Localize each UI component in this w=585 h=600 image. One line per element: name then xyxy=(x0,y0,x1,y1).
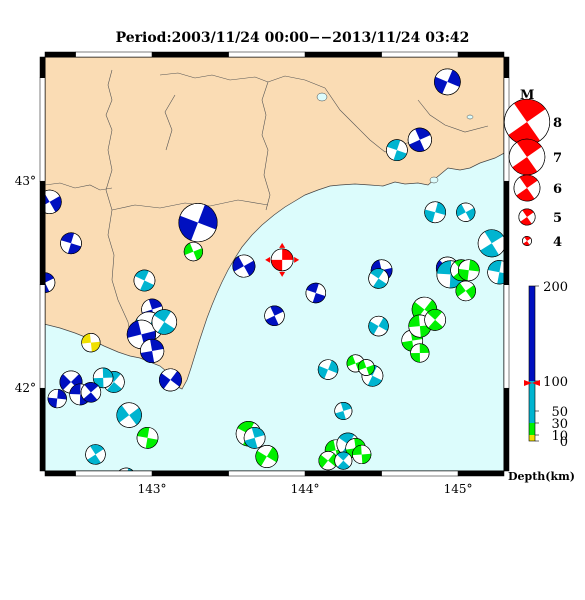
event-mechanism xyxy=(47,388,67,409)
magnitude-legend-symbol xyxy=(513,174,541,202)
mainshock-marker xyxy=(265,242,300,277)
event-mechanism xyxy=(140,338,165,364)
latitude-tick-label: 43° xyxy=(15,174,36,188)
event-mechanism xyxy=(151,309,178,335)
depth-colour-segment xyxy=(529,423,535,435)
event-mechanism xyxy=(368,268,389,289)
depth-colour-segment xyxy=(529,286,535,381)
lake xyxy=(316,92,328,102)
event-mechanism xyxy=(410,343,430,363)
magnitude-legend-symbol xyxy=(518,208,536,226)
magnitude-legend-symbol xyxy=(503,98,551,146)
event-mechanism xyxy=(45,189,62,214)
depth-colour-segment xyxy=(529,435,535,441)
event-mechanism xyxy=(457,259,480,282)
event-mechanism xyxy=(232,254,256,278)
event-mechanism xyxy=(424,309,446,331)
event-mechanism xyxy=(455,280,476,302)
event-mechanism xyxy=(477,229,504,258)
event-mechanism xyxy=(357,359,375,376)
depth-tick-label: 10 xyxy=(551,429,568,444)
depth-tick-label: 0 xyxy=(560,435,568,450)
latitude-tick-label: 42° xyxy=(15,381,36,395)
depth-colour-segment xyxy=(529,381,535,423)
lake xyxy=(429,176,439,184)
event-mechanism xyxy=(136,427,159,449)
magnitude-legend-label: 5 xyxy=(553,211,562,226)
event-mechanism xyxy=(60,232,82,255)
mainshock-mechanism xyxy=(270,248,294,272)
pressure-axis-marker xyxy=(279,271,286,277)
event-mechanism xyxy=(81,333,101,353)
event-mechanism xyxy=(264,305,285,326)
magnitude-legend-label: 6 xyxy=(553,182,562,197)
axis-labels: 143° 144° 145° 43° 42° xyxy=(15,174,473,496)
event-mechanism xyxy=(183,241,204,262)
event-mechanism xyxy=(85,444,106,465)
event-mechanism xyxy=(386,139,408,161)
mainshock-depth-marker xyxy=(524,380,532,386)
event-mechanism xyxy=(317,359,339,380)
event-mechanism xyxy=(92,367,114,389)
longitude-tick-label: 144° xyxy=(291,482,320,496)
magnitude-legend-label: 8 xyxy=(553,116,562,131)
event-mechanism xyxy=(368,315,389,337)
depth-tick-label: 30 xyxy=(551,417,568,432)
lake xyxy=(466,114,474,120)
pressure-axis-marker xyxy=(294,256,300,263)
map-title: Period:2003/11/24 00:00−−2013/11/24 03:4… xyxy=(115,30,470,46)
event-mechanism xyxy=(334,451,353,470)
magnitude-legend-symbol xyxy=(522,236,532,246)
event-mechanism xyxy=(334,401,353,420)
depth-tick-label: 200 xyxy=(543,280,568,295)
depth-legend-label: Depth(km) xyxy=(508,470,575,483)
mainshock-depth-marker xyxy=(532,380,540,386)
longitude-tick-label: 143° xyxy=(138,482,167,496)
longitude-tick-label: 145° xyxy=(444,482,473,496)
magnitude-legend-symbol xyxy=(508,138,546,176)
depth-tick-label: 100 xyxy=(543,375,568,390)
event-mechanism xyxy=(116,402,142,428)
events-layer xyxy=(45,68,504,471)
event-mechanism xyxy=(434,68,461,96)
event-mechanism xyxy=(255,445,279,468)
event-mechanism xyxy=(305,282,327,304)
event-mechanism xyxy=(424,201,446,224)
magnitude-legend-label: 7 xyxy=(553,151,562,166)
depth-tick-label: 50 xyxy=(551,405,568,420)
pressure-axis-marker xyxy=(265,256,271,263)
event-mechanism xyxy=(116,467,136,471)
event-mechanism xyxy=(178,203,218,243)
event-mechanism xyxy=(487,260,504,285)
magnitude-legend-label: 4 xyxy=(553,235,562,250)
event-mechanism xyxy=(159,368,182,392)
event-mechanism xyxy=(407,127,432,152)
pressure-axis-marker xyxy=(279,242,286,248)
event-mechanism xyxy=(80,382,102,403)
event-mechanism xyxy=(45,272,56,293)
event-mechanism xyxy=(352,444,372,465)
event-mechanism xyxy=(456,202,476,222)
event-mechanism xyxy=(243,427,266,449)
event-mechanism xyxy=(133,269,156,292)
